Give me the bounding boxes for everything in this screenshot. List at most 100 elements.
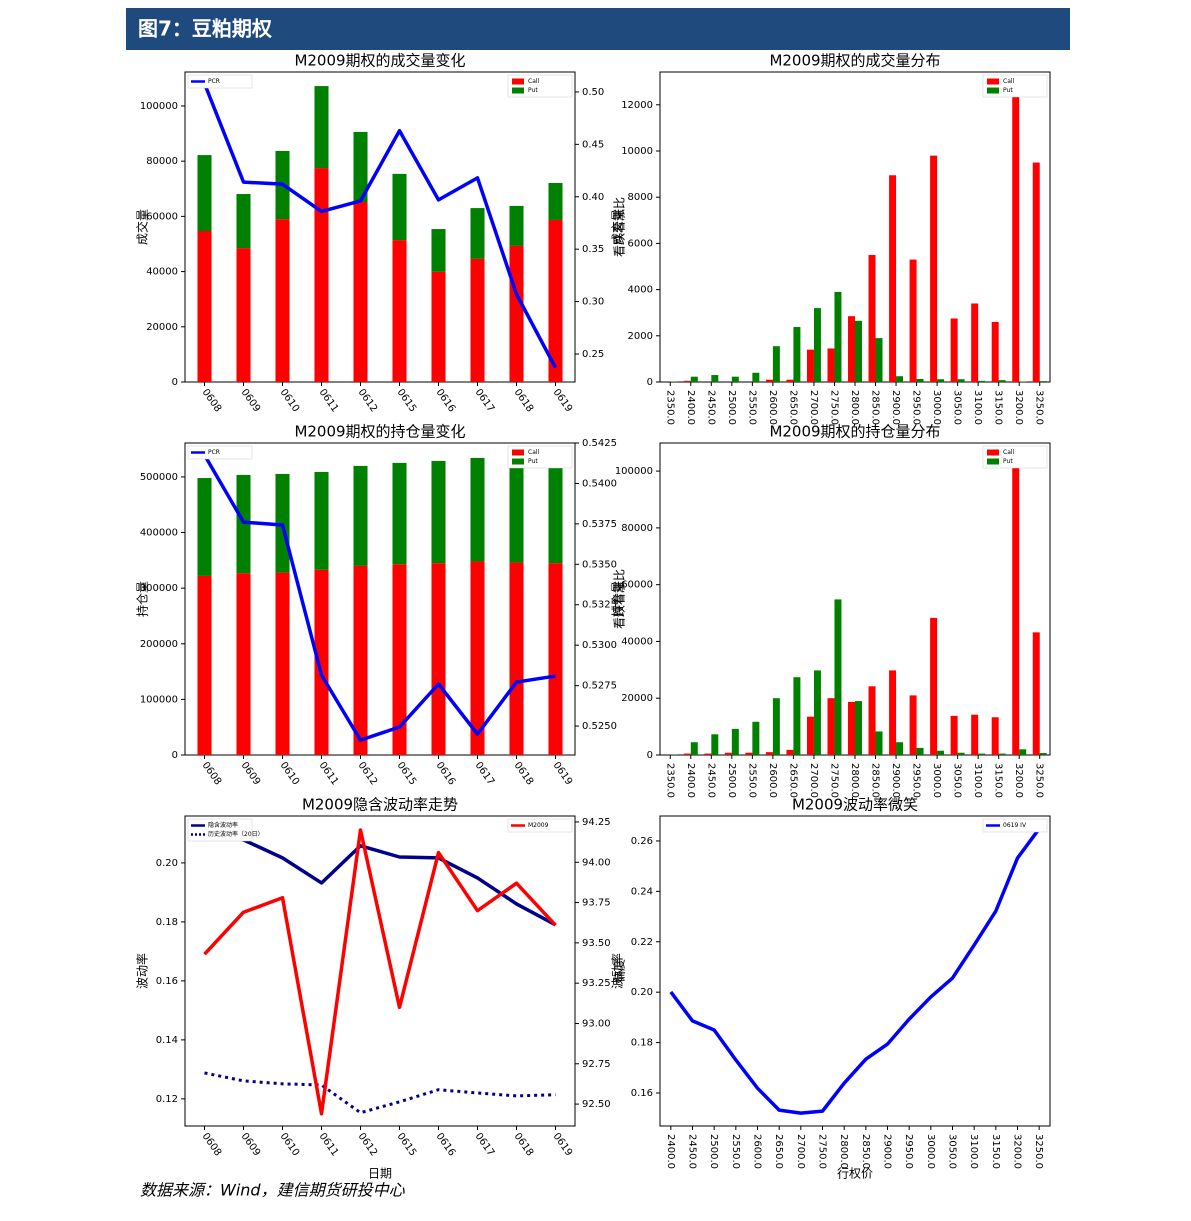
bar xyxy=(889,670,897,755)
plot-frame xyxy=(659,815,1051,1127)
y-tick-label: 200000 xyxy=(140,639,178,650)
y2-tick-label: 0.40 xyxy=(582,192,604,203)
bar xyxy=(793,327,801,382)
y2-tick-label: 0.45 xyxy=(582,139,604,150)
bar xyxy=(806,716,814,755)
bar xyxy=(724,752,732,755)
y-tick-label: 400000 xyxy=(140,528,178,539)
y-tick-label: 4000 xyxy=(628,285,653,296)
y-axis-label: 成交量 xyxy=(610,209,625,245)
bar xyxy=(971,303,979,382)
line xyxy=(204,828,557,927)
bar xyxy=(855,320,862,382)
bar xyxy=(353,465,368,566)
bar xyxy=(1032,162,1040,382)
x-tick-label: 3250.0 xyxy=(1034,763,1045,798)
x-tick-label: 3150.0 xyxy=(993,763,1004,798)
x-tick-label: 2800.0 xyxy=(838,1134,849,1169)
y-tick-label: 0.12 xyxy=(156,1094,178,1105)
bar xyxy=(978,380,986,382)
x-tick-label: 0617 xyxy=(473,387,497,414)
y-tick-label: 100000 xyxy=(615,466,653,477)
y2-tick-label: 0.5325 xyxy=(582,600,617,611)
legend-label: M2009 xyxy=(528,822,549,829)
legend-label: Put xyxy=(528,458,538,465)
x-tick-label: 2700.0 xyxy=(808,763,819,798)
x-tick-label: 2750.0 xyxy=(828,390,839,425)
legend: 0619 IV xyxy=(982,818,1048,833)
x-axis-label: 行权价 xyxy=(837,1167,873,1181)
bar xyxy=(711,375,719,382)
x-tick-label: 0609 xyxy=(239,1131,263,1158)
x-tick-label: 2600.0 xyxy=(767,390,778,425)
x-tick-label: 3100.0 xyxy=(968,1134,979,1169)
y-tick-label: 300000 xyxy=(140,583,178,594)
x-tick-label: 0619 xyxy=(551,1131,575,1158)
x-tick-label: 2350.0 xyxy=(664,763,675,798)
legend: Call Put xyxy=(982,74,1048,98)
legend-label: 0619 IV xyxy=(1003,822,1027,829)
legend-box xyxy=(507,445,573,469)
bar xyxy=(683,753,691,755)
x-tick-label: 2500.0 xyxy=(726,763,737,798)
legend-swatch xyxy=(987,458,999,465)
x-tick-label: 3150.0 xyxy=(990,1134,1001,1169)
chart-title: M2009波动率微笑 xyxy=(792,796,918,814)
legend-label: Put xyxy=(1003,458,1013,465)
x-tick-label: 0611 xyxy=(317,760,341,787)
plot-frame xyxy=(184,442,576,756)
legend-label: Put xyxy=(1003,87,1013,94)
x-tick-label: 2450.0 xyxy=(687,1134,698,1169)
bar xyxy=(950,318,958,382)
y2-tick-label: 94.25 xyxy=(582,817,611,828)
y2-tick-label: 0.50 xyxy=(582,87,604,98)
legend-box xyxy=(507,74,573,98)
x-tick-label: 3050.0 xyxy=(952,390,963,425)
x-tick-label: 0608 xyxy=(200,760,224,787)
y2-tick-label: 0.35 xyxy=(582,244,604,255)
bar xyxy=(896,742,904,755)
bar xyxy=(690,376,698,382)
bar xyxy=(197,231,212,382)
bar xyxy=(197,478,212,576)
bar xyxy=(772,346,780,382)
y-tick-label: 0.18 xyxy=(156,917,178,928)
bar xyxy=(765,379,773,382)
legend: M2009 xyxy=(507,818,573,833)
bar xyxy=(275,572,290,755)
x-tick-label: 2350.0 xyxy=(664,390,675,425)
y-axis-label: 持仓量 xyxy=(135,581,150,617)
x-tick-label: 2900.0 xyxy=(890,390,901,425)
y2-tick-label: 0.30 xyxy=(582,297,604,308)
x-tick-label: 0611 xyxy=(317,1131,341,1158)
x-tick-label: 3250.0 xyxy=(1034,390,1045,425)
y-tick-label: 500000 xyxy=(140,472,178,483)
y2-axis-label: 看跌看涨比 xyxy=(612,569,627,629)
legend-label: PCR xyxy=(208,449,220,456)
bar xyxy=(834,599,842,755)
x-tick-label: 3100.0 xyxy=(972,763,983,798)
legend: Call Put xyxy=(507,74,573,98)
source-note: 数据来源：Wind，建信期货研投中心 xyxy=(140,1181,406,1200)
y2-tick-label: 0.5425 xyxy=(582,438,617,449)
x-tick-label: 0618 xyxy=(512,760,536,787)
bar xyxy=(971,714,979,755)
x-tick-label: 0615 xyxy=(395,1131,419,1158)
bar xyxy=(957,379,965,382)
line xyxy=(669,827,1041,1115)
x-tick-label: 0609 xyxy=(239,760,263,787)
y2-tick-label: 92.75 xyxy=(582,1059,611,1070)
x-tick-label: 3000.0 xyxy=(931,390,942,425)
x-tick-label: 3050.0 xyxy=(947,1134,958,1169)
header-title: 图7：豆粕期权 xyxy=(138,17,273,41)
bar xyxy=(1039,753,1047,755)
plot-frame xyxy=(184,71,576,383)
y-axis-label: 持仓量 xyxy=(610,581,625,617)
bar xyxy=(314,86,329,169)
x-tick-label: 0608 xyxy=(200,387,224,414)
bar xyxy=(509,245,524,382)
bar xyxy=(806,349,814,382)
x-tick-label: 0618 xyxy=(512,1131,536,1158)
bar xyxy=(991,717,999,755)
